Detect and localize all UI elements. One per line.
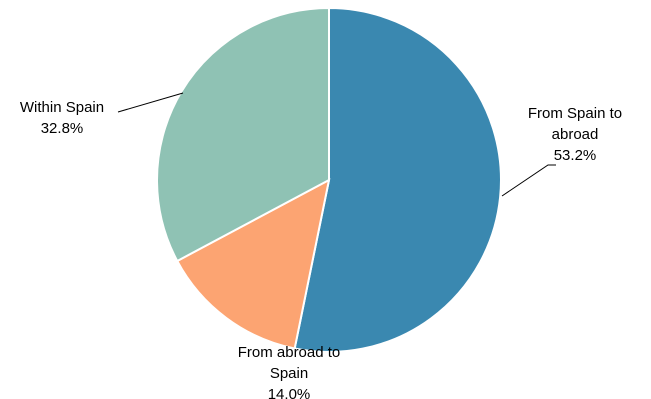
slice-value-label: 32.8%: [41, 120, 84, 137]
slice-label-line: abroad: [552, 126, 599, 143]
pie-slice-2: [156, 6, 330, 263]
slice-label-line: Within Spain: [20, 99, 104, 116]
leader-line-0: [501, 164, 556, 197]
leader-line-1: [117, 92, 184, 113]
slice-label-line: From abroad to: [238, 344, 341, 361]
slice-label-line: From Spain to: [528, 105, 622, 122]
slice-value-label: 14.0%: [268, 386, 311, 399]
pie-slice-1: [175, 178, 331, 350]
leader-lines: [117, 92, 556, 197]
pie-slice-0: [293, 6, 502, 353]
slice-value-label: 53.2%: [554, 147, 597, 164]
slice-label-line: Spain: [270, 365, 308, 382]
pie-slices: [156, 6, 502, 353]
